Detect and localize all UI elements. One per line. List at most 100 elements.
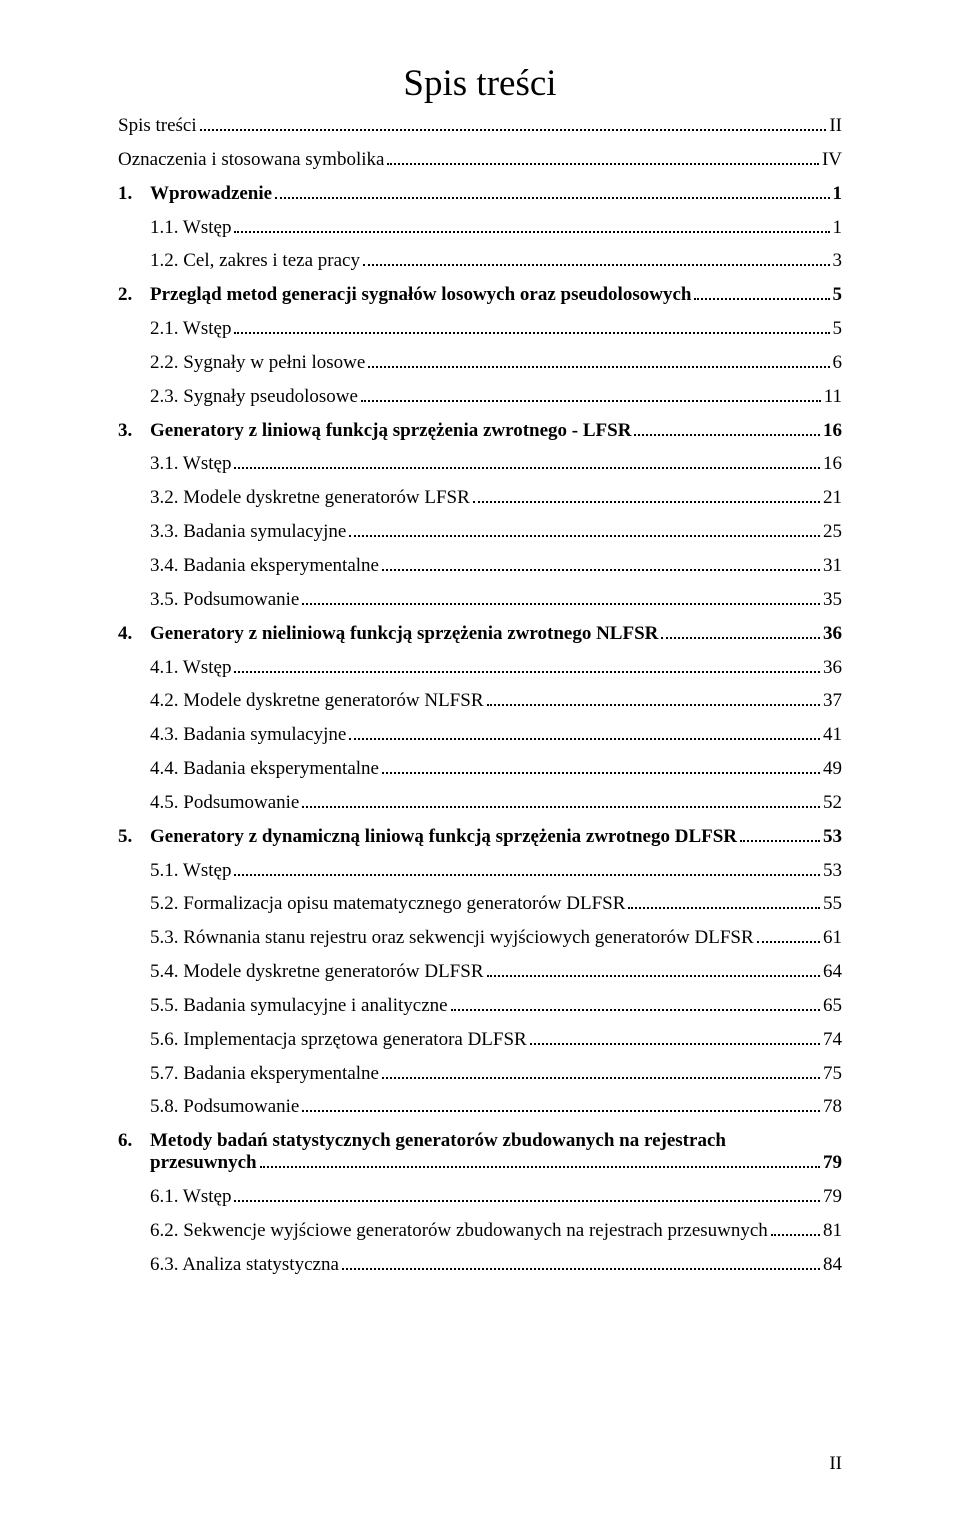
toc-entry: 4.3. Badania symulacyjne 41 — [118, 724, 842, 746]
toc-entry: 1.2. Cel, zakres i teza pracy3 — [118, 250, 842, 272]
toc-entry: 6.2. Sekwencje wyjściowe generatorów zbu… — [118, 1220, 842, 1242]
toc-entry-label: 4.4. Badania eksperymentalne — [150, 758, 379, 780]
toc-entry: 3.2. Modele dyskretne generatorów LFSR21 — [118, 487, 842, 509]
toc-entry: 5.8. Podsumowanie78 — [118, 1096, 842, 1118]
toc-entry: Oznaczenia i stosowana symbolikaIV — [118, 149, 842, 171]
toc-entry-page: 75 — [823, 1063, 842, 1085]
toc-entry-page: 52 — [823, 792, 842, 814]
toc-leader-dots — [382, 568, 820, 571]
toc-entry: 5.Generatory z dynamiczną liniową funkcj… — [118, 826, 842, 848]
toc-entry: 3.5. Podsumowanie35 — [118, 589, 842, 611]
toc-entry: 5.4. Modele dyskretne generatorów DLFSR6… — [118, 961, 842, 983]
toc-entry-page: 31 — [823, 555, 842, 577]
toc-entry: 3.3. Badania symulacyjne25 — [118, 521, 842, 543]
toc-entry-label: Generatory z nieliniową funkcją sprzężen… — [150, 623, 658, 645]
toc-entry: 6.1. Wstęp79 — [118, 1186, 842, 1208]
toc-entry-label: 6.3. Analiza statystyczna — [150, 1254, 339, 1276]
toc-entry: 2.3. Sygnały pseudolosowe11 — [118, 386, 842, 408]
toc-body: Spis treściII Oznaczenia i stosowana symb… — [118, 115, 842, 1276]
toc-entry-page: IV — [822, 149, 842, 171]
toc-entry-page: 61 — [823, 927, 842, 949]
toc-entry-number: 5. — [118, 826, 150, 848]
toc-leader-dots — [302, 805, 820, 808]
toc-leader-dots — [349, 534, 820, 537]
toc-entry-label: 1.2. Cel, zakres i teza pracy — [150, 250, 360, 272]
toc-entry-label: 5.7. Badania eksperymentalne — [150, 1063, 379, 1085]
toc-entry-label: Przegląd metod generacji sygnałów losowy… — [150, 284, 691, 306]
toc-leader-dots — [387, 162, 818, 165]
toc-leader-dots — [661, 636, 820, 639]
toc-entry-number: 3. — [118, 420, 150, 442]
toc-leader-dots — [234, 873, 820, 876]
toc-leader-dots — [694, 297, 829, 300]
toc-entry-label: 5.2. Formalizacja opisu matematycznego g… — [150, 893, 625, 915]
toc-entry-page: 37 — [823, 690, 842, 712]
toc-leader-dots — [382, 1076, 820, 1079]
toc-entry-label: 5.8. Podsumowanie — [150, 1096, 299, 1118]
toc-leader-dots — [342, 1267, 820, 1270]
toc-entry-label: Spis treści — [118, 115, 197, 137]
toc-entry: 4.5. Podsumowanie 52 — [118, 792, 842, 814]
toc-entry-number: 1. — [118, 183, 150, 205]
toc-leader-dots — [628, 906, 820, 909]
toc-page: Spis treści Spis treściIIOznaczenia i st… — [0, 0, 960, 1533]
toc-leader-dots — [302, 1109, 820, 1112]
toc-entry: 5.6. Implementacja sprzętowa generatora … — [118, 1029, 842, 1051]
toc-entry-label: 3.3. Badania symulacyjne — [150, 521, 346, 543]
toc-entry-page: 5 — [833, 284, 843, 306]
toc-entry-label: 2.1. Wstęp — [150, 318, 231, 340]
toc-entry-page: 36 — [823, 657, 842, 679]
toc-entry-label: 5.6. Implementacja sprzętowa generatora … — [150, 1029, 527, 1051]
toc-entry-page: 36 — [823, 623, 842, 645]
toc-entry-page: 35 — [823, 589, 842, 611]
toc-entry-label: Metody badań statystycznych generatorów … — [150, 1130, 726, 1152]
toc-leader-dots — [530, 1042, 820, 1045]
page-number-footer: II — [829, 1453, 842, 1475]
toc-entry-label: 3.1. Wstęp — [150, 453, 231, 475]
toc-entry-label: 4.3. Badania symulacyjne — [150, 724, 346, 746]
toc-entry-page: 1 — [833, 183, 843, 205]
toc-entry-label: Wprowadzenie — [150, 183, 272, 205]
toc-leader-dots — [302, 602, 820, 605]
toc-leader-dots — [234, 230, 829, 233]
toc-entry: 6.3. Analiza statystyczna 84 — [118, 1254, 842, 1276]
toc-entry-label: 4.2. Modele dyskretne generatorów NLFSR — [150, 690, 484, 712]
toc-entry-label: 4.5. Podsumowanie — [150, 792, 299, 814]
toc-entry: 4.1. Wstęp36 — [118, 657, 842, 679]
toc-entry-page: 53 — [823, 860, 842, 882]
toc-entry-page: 79 — [823, 1186, 842, 1208]
toc-entry: 5.5. Badania symulacyjne i analityczne65 — [118, 995, 842, 1017]
toc-entry-label: przesuwnych — [150, 1152, 257, 1174]
toc-entry-label: 6.2. Sekwencje wyjściowe generatorów zbu… — [150, 1220, 768, 1242]
toc-entry-page: 5 — [833, 318, 843, 340]
toc-leader-dots — [487, 974, 821, 977]
toc-entry-page: 49 — [823, 758, 842, 780]
toc-entry-page: 41 — [823, 724, 842, 746]
toc-entry-page: 53 — [823, 826, 842, 848]
toc-entry-page: 55 — [823, 893, 842, 915]
toc-leader-dots — [473, 500, 820, 503]
toc-entry-label: 1.1. Wstęp — [150, 217, 231, 239]
toc-entry-number: 4. — [118, 623, 150, 645]
toc-entry: Spis treściII — [118, 115, 842, 137]
toc-leader-dots — [634, 433, 820, 436]
toc-entry-page: 16 — [823, 453, 842, 475]
toc-entry-page: 1 — [833, 217, 843, 239]
toc-entry-label: 3.2. Modele dyskretne generatorów LFSR — [150, 487, 470, 509]
page-title: Spis treści — [118, 62, 842, 105]
toc-entry-page: 81 — [823, 1220, 842, 1242]
toc-entry-page: 79 — [823, 1152, 842, 1174]
toc-entry-label: 5.4. Modele dyskretne generatorów DLFSR — [150, 961, 484, 983]
toc-leader-dots — [234, 670, 820, 673]
toc-leader-dots — [382, 771, 820, 774]
toc-entry-page: 84 — [823, 1254, 842, 1276]
toc-leader-dots — [234, 466, 820, 469]
toc-entry: 5.7. Badania eksperymentalne 75 — [118, 1063, 842, 1085]
toc-leader-dots — [368, 365, 829, 368]
toc-leader-dots — [771, 1233, 820, 1236]
toc-leader-dots — [451, 1008, 820, 1011]
toc-entry: 6.Metody badań statystycznych generatoró… — [118, 1130, 842, 1174]
toc-leader-dots — [200, 128, 827, 131]
toc-entry-page: 16 — [823, 420, 842, 442]
toc-entry: 1.1. Wstęp 1 — [118, 217, 842, 239]
